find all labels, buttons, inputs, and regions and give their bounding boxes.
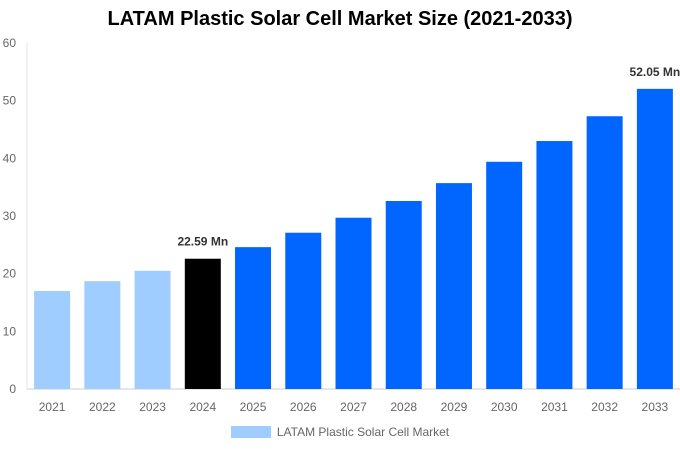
y-tick-label: 40 <box>3 151 17 165</box>
x-tick-label: 2022 <box>89 400 116 414</box>
bar-2023 <box>134 270 171 389</box>
y-tick-label: 10 <box>3 324 17 338</box>
legend-swatch <box>230 426 271 438</box>
bar-2032 <box>586 116 623 389</box>
x-tick-label: 2027 <box>340 400 367 414</box>
x-tick-label: 2029 <box>441 400 468 414</box>
y-tick-label: 60 <box>3 36 17 50</box>
bar-2033 <box>636 88 673 389</box>
bar-2022 <box>84 281 121 389</box>
y-tick-label: 20 <box>3 267 17 281</box>
y-tick-label: 50 <box>3 94 17 108</box>
x-tick-label: 2024 <box>189 400 216 414</box>
data-label: 52.05 Mn <box>630 65 680 79</box>
y-tick-label: 30 <box>3 209 17 223</box>
legend-label: LATAM Plastic Solar Cell Market <box>276 425 450 439</box>
legend[interactable]: LATAM Plastic Solar Cell Market <box>0 425 680 439</box>
bar-2028 <box>385 201 422 389</box>
bar-2031 <box>536 141 573 389</box>
x-tick-label: 2023 <box>139 400 166 414</box>
x-tick-label: 2031 <box>541 400 568 414</box>
bar-2021 <box>34 290 71 389</box>
x-tick-label: 2025 <box>240 400 267 414</box>
x-tick-label: 2032 <box>591 400 618 414</box>
bar-2029 <box>435 183 472 389</box>
x-tick-label: 2028 <box>390 400 417 414</box>
bar-2025 <box>235 247 272 389</box>
bar-2024 <box>184 258 221 389</box>
x-tick-label: 2033 <box>642 400 669 414</box>
bar-2027 <box>335 217 372 389</box>
bar-2026 <box>285 232 322 389</box>
bar-2030 <box>486 161 523 389</box>
chart-title: LATAM Plastic Solar Cell Market Size (20… <box>107 8 573 30</box>
x-tick-label: 2030 <box>491 400 518 414</box>
x-tick-label: 2026 <box>290 400 317 414</box>
data-label: 22.59 Mn <box>177 235 228 249</box>
x-tick-label: 2021 <box>39 400 66 414</box>
y-tick-label: 0 <box>9 382 16 396</box>
